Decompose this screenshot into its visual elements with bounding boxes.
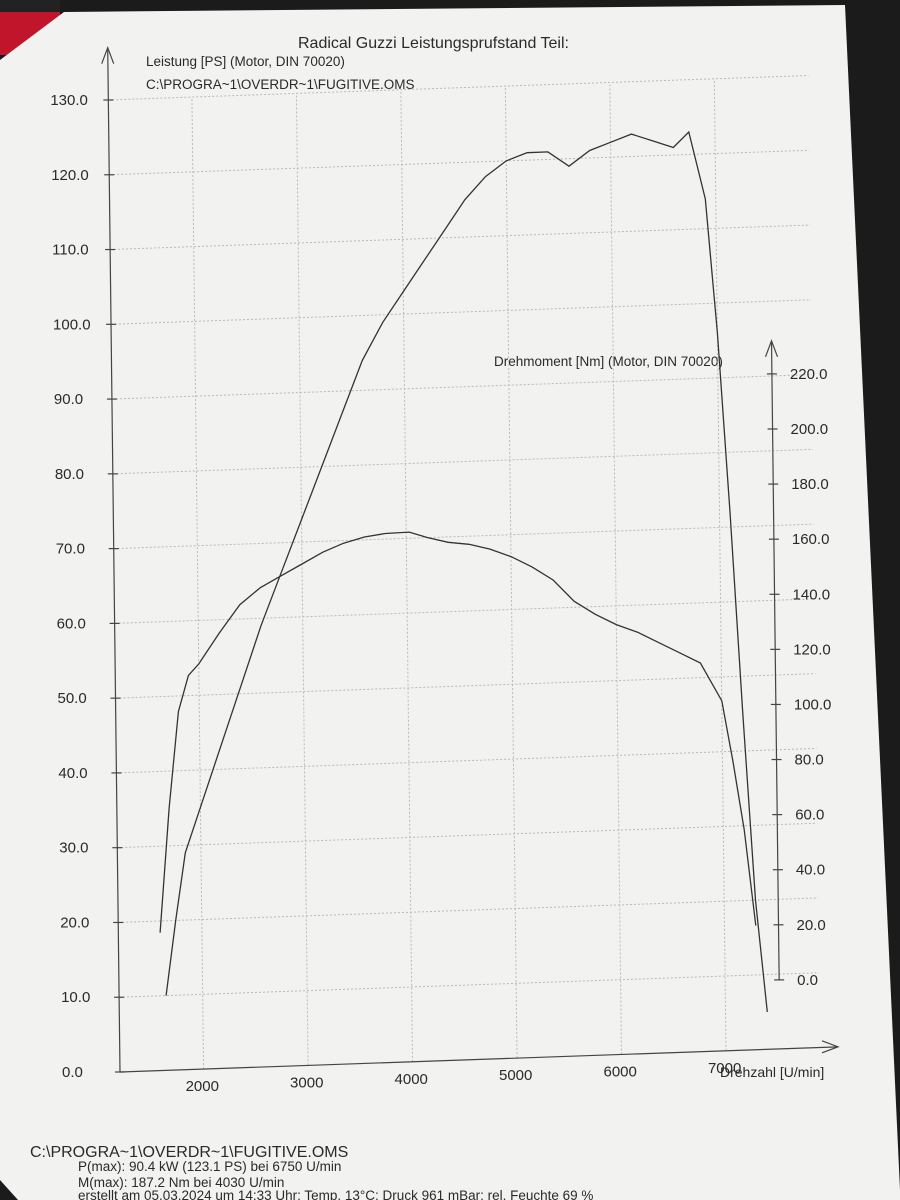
h-gridline xyxy=(117,822,818,849)
h-gridline xyxy=(110,224,811,251)
y-right-tick-label: 180.0 xyxy=(791,476,829,493)
y-left-tick-label: 0.0 xyxy=(62,1064,83,1081)
footer-path: C:\PROGRA~1\OVERDR~1\FUGITIVE.OMS xyxy=(30,1144,348,1161)
y-right-tick-label: 140.0 xyxy=(793,586,831,603)
y-left-tick-label: 30.0 xyxy=(59,840,88,857)
h-gridline xyxy=(115,673,816,699)
paper-sheet xyxy=(0,5,900,1200)
h-gridline xyxy=(108,75,809,101)
h-gridline xyxy=(116,747,817,774)
h-gridline xyxy=(111,299,812,325)
x-tick-label: 6000 xyxy=(603,1063,636,1080)
y-left-tick-label: 90.0 xyxy=(54,391,83,408)
h-gridline xyxy=(118,897,819,923)
right-axis-label: Drehmoment [Nm] (Motor, DIN 70020) xyxy=(494,354,723,369)
footer-pmax: P(max): 90.4 kW (123.1 PS) bei 6750 U/mi… xyxy=(78,1159,341,1174)
x-tick-label: 2000 xyxy=(186,1078,219,1095)
tick-labels: 0.0 10.0 20.0 30.0 40.0 50.0 60.0 70.0 80.0 90.0 1… xyxy=(50,92,831,1095)
h-gridline xyxy=(114,598,815,624)
y-left-tick-label: 70.0 xyxy=(56,541,85,558)
y-left-tick-label: 80.0 xyxy=(55,466,84,483)
y-right-axis-line xyxy=(770,340,780,980)
y-right-tick-label: 220.0 xyxy=(790,366,828,383)
y-left-tick-label: 120.0 xyxy=(51,167,89,184)
y-right-tick-label: 100.0 xyxy=(794,696,832,713)
y-right-tick-label: 40.0 xyxy=(796,862,825,879)
curves xyxy=(159,130,768,1012)
y-left-tick-label: 20.0 xyxy=(60,914,89,931)
grid xyxy=(108,75,820,1070)
h-gridline xyxy=(109,149,810,176)
y-left-axis-line xyxy=(107,47,121,1073)
file-path-top: C:\PROGRA~1\OVERDR~1\FUGITIVE.OMS xyxy=(146,77,415,92)
axes xyxy=(101,45,840,1073)
power-curve xyxy=(165,130,768,1012)
y-left-tick-label: 60.0 xyxy=(57,615,86,632)
y-left-tick-label: 130.0 xyxy=(50,92,88,109)
y-left-tick-label: 40.0 xyxy=(58,765,87,782)
chart-title: Radical Guzzi Leistungsprufstand Teil: xyxy=(298,35,569,52)
y-right-tick-label: 200.0 xyxy=(791,421,829,438)
y-right-tick-label: 120.0 xyxy=(793,641,831,658)
y-right-tick-label: 0.0 xyxy=(797,972,818,989)
x-tick-label: 7000 xyxy=(708,1060,741,1077)
torque-curve xyxy=(159,531,757,933)
footer-mmax: M(max): 187.2 Nm bei 4030 U/min xyxy=(78,1175,284,1190)
y-left-tick-label: 10.0 xyxy=(61,989,90,1006)
y-right-tick-label: 160.0 xyxy=(792,531,830,548)
y-left-tick-label: 100.0 xyxy=(53,316,91,333)
y-right-tick-label: 80.0 xyxy=(795,752,824,769)
y-right-tick-label: 20.0 xyxy=(797,917,826,934)
left-axis-label: Leistung [PS] (Motor, DIN 70020) xyxy=(146,54,345,69)
x-axis-label: Drehzahl [U/min] xyxy=(720,1064,824,1080)
footer-created: erstellt am 05.03.2024 um 14:33 Uhr; Tem… xyxy=(78,1188,593,1200)
x-axis-line xyxy=(119,1046,839,1073)
y-right-arrow xyxy=(764,339,779,358)
y-right-tick-label: 60.0 xyxy=(795,807,824,824)
y-left-tick-label: 110.0 xyxy=(52,242,88,259)
x-tick-label: 4000 xyxy=(395,1071,428,1088)
h-gridline xyxy=(113,523,814,550)
y-left-tick-label: 50.0 xyxy=(58,690,87,707)
x-tick-label: 3000 xyxy=(290,1074,323,1091)
h-gridline xyxy=(111,374,812,400)
y-left-arrow xyxy=(101,45,115,64)
corner-object-top xyxy=(0,0,60,12)
h-gridline xyxy=(112,448,813,475)
x-tick-label: 5000 xyxy=(499,1067,532,1084)
x-axis-arrow xyxy=(821,1040,840,1054)
h-gridline xyxy=(119,972,820,998)
